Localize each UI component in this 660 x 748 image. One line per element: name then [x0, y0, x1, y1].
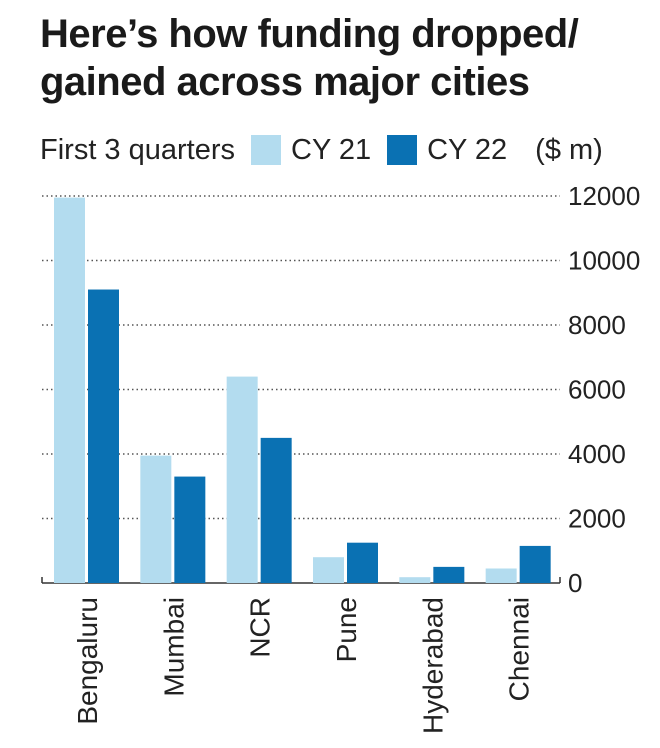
y-tick-label: 12000: [568, 181, 640, 211]
category-label: Chennai: [504, 597, 535, 701]
bar-mumbai-cy22: [174, 476, 206, 583]
subtitle: First 3 quarters: [40, 133, 235, 166]
bar-pune-cy21: [313, 557, 344, 583]
legend-label-cy22: CY 22: [427, 133, 508, 166]
bar-hyderabad-cy22: [433, 566, 465, 583]
bar-chennai-cy22: [519, 545, 551, 583]
category-label: Mumbai: [158, 597, 189, 697]
unit-label: ($ m): [535, 133, 603, 166]
legend-swatch-cy21: [251, 135, 281, 165]
bar-chennai-cy21: [485, 568, 517, 583]
legend-item-cy22: CY 22: [387, 134, 507, 167]
bar-mumbai-cy21: [140, 455, 172, 583]
chart-title: Here’s how funding dropped/ gained acros…: [40, 10, 640, 106]
y-tick-label: 2000: [568, 504, 626, 534]
y-tick-label: 10000: [568, 246, 640, 276]
bar-pune-cy22: [347, 542, 378, 583]
category-label: NCR: [245, 597, 276, 658]
category-label: Hyderabad: [417, 597, 448, 734]
y-tick-label: 6000: [568, 375, 626, 405]
bar-ncr-cy21: [226, 376, 258, 583]
category-label: Pune: [331, 597, 362, 662]
title-line-2: gained across major cities: [40, 60, 530, 104]
bar-hyderabad-cy21: [399, 577, 431, 583]
bar-bengaluru-cy21: [54, 197, 85, 584]
legend: First 3 quarters CY 21 CY 22 ($ m): [40, 130, 603, 170]
y-tick-label: 4000: [568, 439, 626, 469]
legend-item-cy21: CY 21: [251, 134, 371, 167]
bar-bengaluru-cy22: [88, 289, 119, 583]
bar-ncr-cy22: [260, 437, 292, 583]
title-line-1: Here’s how funding dropped/: [40, 12, 579, 56]
legend-swatch-cy22: [387, 135, 418, 165]
y-tick-label: 8000: [568, 310, 626, 340]
y-tick-label: 0: [568, 568, 582, 598]
legend-label-cy21: CY 21: [291, 133, 372, 166]
category-label: Bengaluru: [72, 597, 103, 725]
